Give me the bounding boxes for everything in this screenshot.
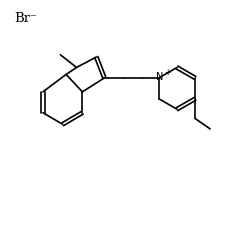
Text: +: + xyxy=(164,68,170,77)
Text: Br⁻: Br⁻ xyxy=(14,12,37,25)
Text: N: N xyxy=(156,72,163,82)
